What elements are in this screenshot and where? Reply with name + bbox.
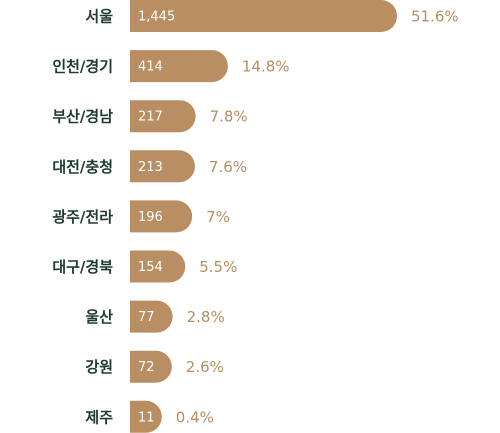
- category-label: 울산: [85, 308, 113, 326]
- percent-label: 2.6%: [186, 358, 224, 376]
- category-label: 부산/경남: [52, 108, 113, 126]
- percent-label: 7%: [206, 208, 230, 226]
- bar: [130, 400, 162, 433]
- percent-label: 2.8%: [187, 308, 225, 326]
- percent-label: 7.8%: [210, 108, 248, 126]
- category-label: 광주/전라: [52, 208, 113, 226]
- category-label: 강원: [85, 358, 113, 376]
- count-label: 72: [138, 360, 155, 375]
- count-label: 1,445: [138, 10, 175, 25]
- count-label: 77: [138, 310, 155, 325]
- bar: [130, 0, 397, 32]
- percent-label: 0.4%: [176, 408, 214, 426]
- bar: [130, 300, 173, 333]
- count-label: 154: [138, 260, 163, 275]
- bar: [130, 50, 228, 83]
- category-label: 대전/충청: [52, 158, 113, 176]
- percent-label: 14.8%: [242, 58, 290, 76]
- count-label: 414: [138, 60, 163, 75]
- bar: [130, 150, 195, 183]
- percent-label: 5.5%: [199, 258, 237, 276]
- category-label: 인천/경기: [52, 58, 113, 76]
- category-label: 대구/경북: [52, 258, 113, 276]
- count-label: 213: [138, 160, 163, 175]
- bar: [130, 100, 196, 133]
- bar: [130, 350, 172, 383]
- count-label: 217: [138, 110, 163, 125]
- percent-label: 51.6%: [411, 8, 459, 26]
- category-label: 제주: [85, 408, 113, 426]
- count-label: 196: [138, 210, 163, 225]
- bar: [130, 200, 193, 233]
- percent-label: 7.6%: [209, 158, 247, 176]
- count-label: 11: [138, 410, 155, 425]
- category-label: 서울: [85, 8, 113, 26]
- bar: [130, 250, 186, 283]
